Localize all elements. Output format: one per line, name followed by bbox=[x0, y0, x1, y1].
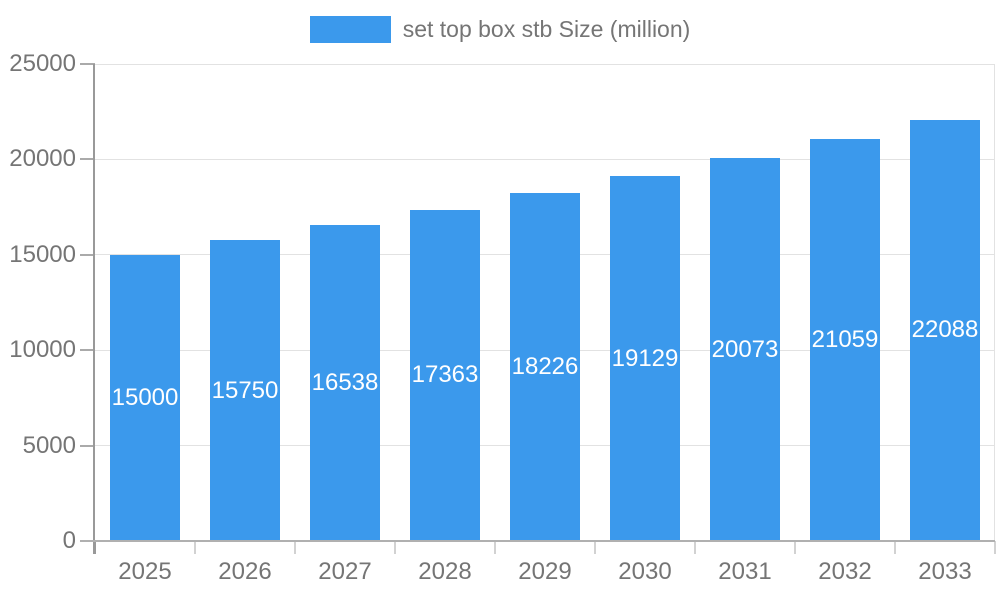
x-axis-tick-label: 2032 bbox=[818, 558, 872, 585]
legend-swatch bbox=[309, 16, 391, 43]
y-tick-mark bbox=[80, 444, 95, 447]
bar[interactable] bbox=[710, 158, 780, 541]
bar-value-label: 19129 bbox=[611, 344, 679, 372]
y-tick-mark bbox=[80, 349, 95, 352]
bar-value-label: 18226 bbox=[511, 353, 579, 381]
x-tick-mark bbox=[294, 541, 296, 554]
bar-value-label: 16538 bbox=[311, 369, 379, 397]
bar-value-label: 20073 bbox=[711, 335, 779, 363]
y-axis-tick-label: 5000 bbox=[22, 431, 76, 459]
bar[interactable] bbox=[810, 139, 880, 541]
gridline bbox=[95, 63, 995, 65]
bar[interactable] bbox=[910, 119, 980, 541]
bar[interactable] bbox=[210, 240, 280, 541]
y-tick-mark bbox=[80, 158, 95, 161]
x-axis-tick-label: 2030 bbox=[618, 558, 672, 585]
x-tick-mark bbox=[394, 541, 396, 554]
x-axis-tick-label: 2026 bbox=[218, 558, 272, 585]
x-tick-mark bbox=[594, 541, 596, 554]
y-tick-mark bbox=[80, 63, 95, 65]
y-axis-tick-label: 15000 bbox=[9, 240, 76, 268]
x-tick-mark bbox=[694, 541, 696, 554]
bar-value-label: 15000 bbox=[111, 383, 179, 411]
bar[interactable] bbox=[310, 225, 380, 541]
bar[interactable] bbox=[110, 254, 180, 541]
y-axis-tick-label: 0 bbox=[62, 527, 76, 554]
x-axis-line bbox=[80, 540, 995, 542]
x-axis-tick-label: 2033 bbox=[918, 558, 972, 585]
legend-item[interactable]: set top box stb Size (million) bbox=[0, 16, 1000, 43]
x-tick-mark bbox=[194, 541, 196, 554]
y-tick-mark bbox=[80, 253, 95, 256]
x-tick-mark bbox=[494, 541, 496, 554]
y-axis-tick-label: 10000 bbox=[9, 336, 76, 364]
plot-right-border bbox=[994, 64, 995, 541]
x-tick-mark bbox=[894, 541, 896, 554]
bar-value-label: 22088 bbox=[911, 316, 979, 344]
bar-value-label: 15750 bbox=[211, 376, 279, 404]
x-axis-tick-label: 2031 bbox=[718, 558, 772, 585]
y-axis-tick-label: 20000 bbox=[9, 145, 76, 173]
bar-value-label: 17363 bbox=[411, 361, 479, 389]
bar[interactable] bbox=[510, 193, 580, 541]
gridline bbox=[95, 158, 995, 160]
x-tick-mark bbox=[794, 541, 796, 554]
bar[interactable] bbox=[610, 176, 680, 541]
bar-value-label: 21059 bbox=[811, 326, 879, 354]
bar[interactable] bbox=[410, 209, 480, 541]
x-axis-tick-label: 2027 bbox=[318, 558, 372, 585]
x-tick-mark bbox=[994, 541, 996, 554]
x-tick-mark bbox=[94, 541, 96, 554]
x-axis-tick-label: 2025 bbox=[118, 558, 172, 585]
legend-label: set top box stb Size (million) bbox=[402, 16, 691, 42]
x-axis-tick-label: 2028 bbox=[418, 558, 472, 585]
x-axis-tick-label: 2029 bbox=[518, 558, 572, 585]
y-axis-line bbox=[93, 64, 95, 554]
y-axis-tick-label: 25000 bbox=[9, 50, 76, 77]
